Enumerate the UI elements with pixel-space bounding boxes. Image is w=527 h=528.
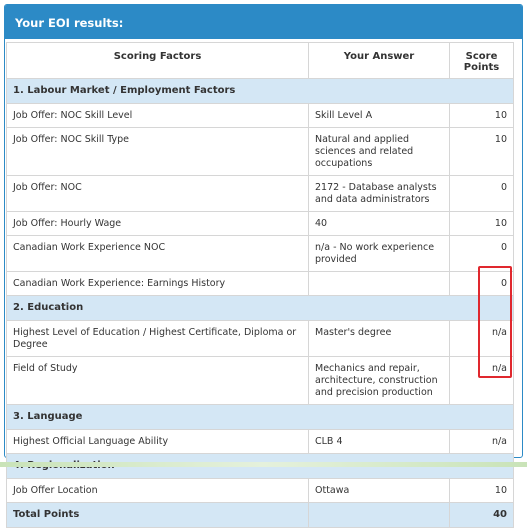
score-cell: n/a — [449, 429, 514, 454]
table-row: Highest Official Language Ability CLB 4 n/… — [6, 429, 514, 454]
highlight-annotation — [478, 266, 512, 378]
score-cell: 0 — [449, 235, 514, 272]
table-row: Job Offer: Hourly Wage 40 10 — [6, 211, 514, 236]
total-row: Total Points 40 — [6, 502, 514, 528]
answer-cell: 40 — [308, 211, 450, 236]
factor-cell: Field of Study — [6, 356, 309, 405]
factor-cell: Job Offer Location — [6, 478, 309, 503]
answer-cell: n/a - No work experience provided — [308, 235, 450, 272]
factor-cell: Total Points — [6, 502, 309, 528]
answer-cell: CLB 4 — [308, 429, 450, 454]
factor-cell: Highest Official Language Ability — [6, 429, 309, 454]
answer-cell: Ottawa — [308, 478, 450, 503]
answer-cell: Master's degree — [308, 320, 450, 357]
section-label: 3. Language — [6, 404, 514, 430]
score-cell: n/a — [449, 356, 514, 405]
factor-cell: Canadian Work Experience: Earnings Histo… — [6, 271, 309, 296]
score-cell: 10 — [449, 103, 514, 128]
table-row: Job Offer: NOC 2172 - Database analysts a… — [6, 175, 514, 212]
factor-cell: Highest Level of Education / Highest Cer… — [6, 320, 309, 357]
table-row: Field of Study Mechanics and repair, arch… — [6, 356, 514, 405]
score-cell: 0 — [449, 175, 514, 212]
score-cell: 10 — [449, 478, 514, 503]
table-header-row: Scoring Factors Your Answer Score Points — [6, 42, 514, 79]
table-row: Canadian Work Experience: Earnings Histo… — [6, 271, 514, 296]
score-cell: 10 — [449, 127, 514, 176]
answer-cell: 2172 - Database analysts and data admini… — [308, 175, 450, 212]
factor-cell: Job Offer: NOC Skill Type — [6, 127, 309, 176]
table-row: Job Offer: NOC Skill Type Natural and app… — [6, 127, 514, 176]
bottom-strip — [0, 462, 527, 467]
panel-title: Your EOI results: — [5, 5, 522, 39]
section-row: 3. Language — [6, 404, 514, 430]
score-cell: 0 — [449, 271, 514, 296]
section-row: 2. Education — [6, 295, 514, 321]
table-row: Canadian Work Experience NOC n/a - No wor… — [6, 235, 514, 272]
factor-cell: Job Offer: Hourly Wage — [6, 211, 309, 236]
table-row: Highest Level of Education / Highest Cer… — [6, 320, 514, 357]
factor-cell: Job Offer: NOC Skill Level — [6, 103, 309, 128]
answer-cell: Skill Level A — [308, 103, 450, 128]
factor-cell: Job Offer: NOC — [6, 175, 309, 212]
factor-cell: Canadian Work Experience NOC — [6, 235, 309, 272]
answer-cell — [308, 502, 450, 528]
answer-cell: Mechanics and repair, architecture, cons… — [308, 356, 450, 405]
results-table: Scoring Factors Your Answer Score Points… — [6, 42, 514, 528]
answer-cell — [308, 271, 450, 296]
table-row: Job Offer Location Ottawa 10 — [6, 478, 514, 503]
section-label: 2. Education — [6, 295, 514, 321]
section-label: 1. Labour Market / Employment Factors — [6, 78, 514, 104]
header-scoring-factors: Scoring Factors — [6, 42, 309, 79]
header-score-points: Score Points — [449, 42, 514, 79]
section-row: 1. Labour Market / Employment Factors — [6, 78, 514, 104]
header-your-answer: Your Answer — [308, 42, 450, 79]
score-cell: n/a — [449, 320, 514, 357]
results-table-container: Scoring Factors Your Answer Score Points… — [6, 42, 514, 528]
answer-cell: Natural and applied sciences and related… — [308, 127, 450, 176]
score-cell: 40 — [449, 502, 514, 528]
score-cell: 10 — [449, 211, 514, 236]
